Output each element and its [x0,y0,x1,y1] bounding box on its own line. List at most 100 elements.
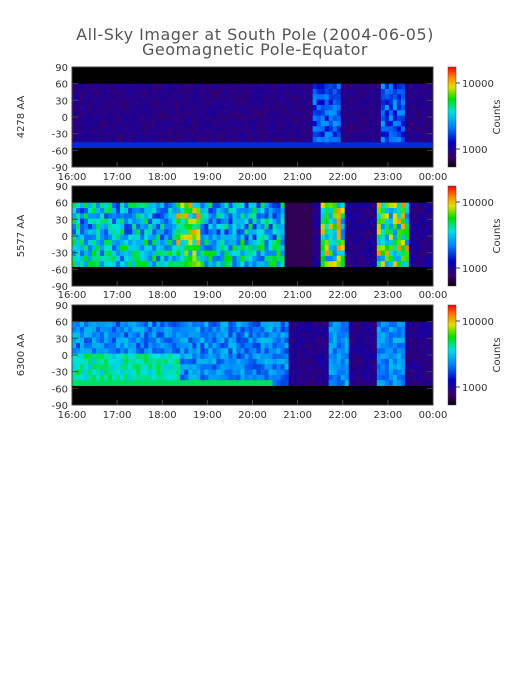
heatmap-cell [236,94,241,101]
heatmap-cell [380,321,386,328]
heatmap-cell [320,104,326,111]
heatmap-cell [332,353,338,360]
heatmap-cell [96,332,101,339]
heatmap-cell [112,207,117,214]
heatmap-cell [288,88,294,95]
heatmap-cell [348,223,354,230]
heatmap-cell [264,321,269,328]
heatmap-cell [332,136,338,143]
heatmap-cell [100,348,105,355]
heatmap-cell [228,369,233,376]
heatmap-cell [268,88,273,95]
heatmap-cell [276,223,281,230]
heatmap-cell [268,223,273,230]
heatmap-cell [428,255,434,262]
heatmap-cell [308,348,314,355]
heatmap-cell [96,234,101,241]
heatmap-cell [168,104,173,111]
heatmap-cell [200,207,205,214]
heatmap-cell [128,245,133,251]
heatmap-cell [368,115,374,122]
heatmap-cell [92,213,97,220]
heatmap-cell [148,326,153,333]
heatmap-cell [196,218,201,225]
heatmap-cell [320,88,326,95]
heatmap-cell [332,94,338,101]
heatmap-cell [284,213,289,220]
heatmap-cell [312,332,318,339]
heatmap-cell [416,126,422,132]
heatmap-cell [264,261,269,267]
heatmap-cell [168,326,173,333]
heatmap-cell [220,255,225,262]
heatmap-cell [212,213,217,220]
heatmap-cell [208,250,213,257]
heatmap-cell [320,332,326,339]
heatmap-cell [304,358,310,365]
heatmap-cell [332,380,338,386]
heatmap-cell [276,369,281,376]
heatmap-cell [116,348,121,355]
heatmap-cell [300,255,306,262]
heatmap-cell [332,202,338,209]
heatmap-cell [188,207,193,214]
heatmap-cell [196,337,201,344]
heatmap-cell [412,213,418,220]
heatmap-cell [248,223,253,230]
heatmap-cell [180,223,185,230]
heatmap-cell [112,234,117,241]
heatmap-cell [392,342,398,349]
heatmap-cell [124,353,129,360]
heatmap-cell [296,245,302,251]
heatmap-cell [296,342,302,349]
heatmap-cell [204,207,209,214]
heatmap-cell [184,239,189,246]
heatmap-cell [208,380,213,386]
heatmap-cell [152,239,157,246]
heatmap-cell [80,213,85,220]
heatmap-cell [300,326,306,333]
heatmap-cell [404,94,410,101]
heatmap-cell [136,213,141,220]
heatmap-cell [200,234,205,241]
heatmap-cell [280,110,285,117]
heatmap-cell [144,115,149,122]
heatmap-cell [380,255,386,262]
heatmap-cell [236,353,241,360]
heatmap-cell [196,353,201,360]
heatmap-cell [216,104,221,111]
heatmap-cell [172,358,177,365]
heatmap-cell [324,374,330,381]
heatmap-cell [384,207,390,214]
heatmap-cell [332,110,338,117]
heatmap-cell [152,348,157,355]
heatmap-cell [192,88,197,95]
heatmap-cell [136,218,141,225]
heatmap-cell [208,131,213,138]
heatmap-cell [80,88,85,95]
heatmap-cell [240,83,245,90]
heatmap-cell [328,332,334,339]
heatmap-cell [288,321,294,328]
heatmap-cell [232,321,237,328]
heatmap-cell [100,353,105,360]
heatmap-cell [208,229,213,236]
heatmap-cell [304,326,310,333]
heatmap-cell [304,364,310,370]
heatmap-cell [328,321,334,328]
heatmap-cell [428,245,434,251]
x-tick-label: 17:00 [103,172,132,183]
heatmap-cell [400,261,406,267]
heatmap-cell [232,142,237,148]
heatmap-cell [412,374,418,381]
heatmap-cell [232,239,237,246]
heatmap-cell [400,115,406,122]
heatmap-cell [180,358,185,365]
heatmap-cell [368,337,374,344]
heatmap-cell [400,223,406,230]
heatmap-cell [76,99,81,106]
heatmap-cell [196,207,201,214]
heatmap-cell [260,353,265,360]
heatmap-cell [124,255,129,262]
heatmap-cell [424,250,430,257]
